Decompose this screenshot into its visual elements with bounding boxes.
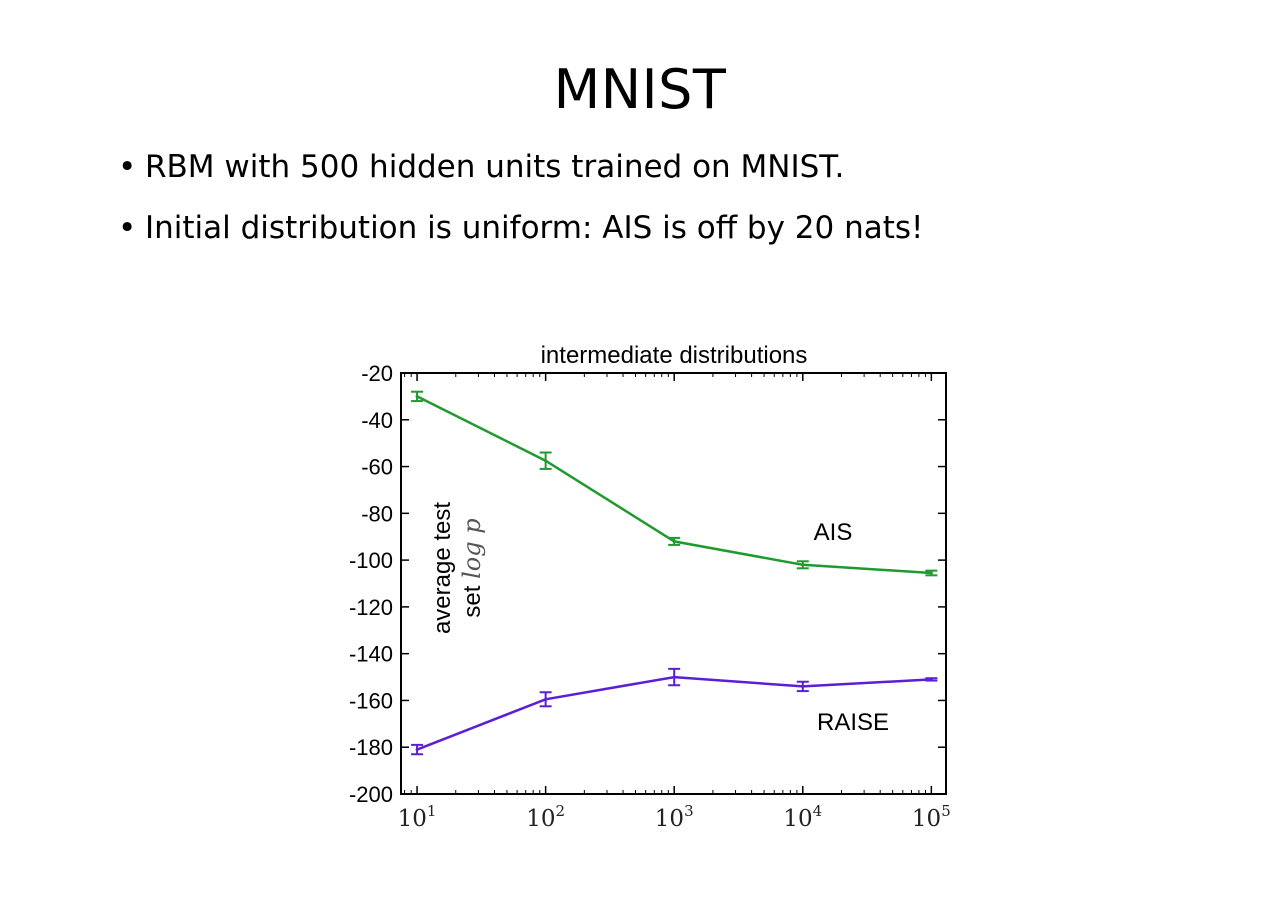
series-label-raise: RAISE	[817, 709, 889, 736]
data-point-raise	[801, 684, 805, 688]
data-point-ais	[929, 571, 933, 575]
bullet-dot-icon: •	[118, 210, 137, 246]
y-axis-label-math: log p	[458, 518, 486, 578]
y-axis-label-set: set	[459, 585, 486, 617]
y-tick-label: -200	[349, 782, 393, 807]
x-tick-label-exponent: 2	[556, 802, 566, 820]
data-point-raise	[415, 748, 419, 752]
data-point-raise	[672, 675, 676, 679]
data-point-ais	[801, 563, 805, 567]
y-axis-label-line2: set log p	[458, 518, 486, 617]
x-tick-label-exponent: 5	[941, 802, 951, 820]
bullet-item: • RBM with 500 hidden units trained on MN…	[118, 145, 923, 206]
data-point-raise	[929, 677, 933, 681]
slide-title: MNIST	[553, 58, 727, 121]
y-axis-label: average test set log p	[429, 502, 486, 634]
x-tick-label-base: 10	[655, 806, 684, 832]
y-tick-label: -180	[349, 735, 393, 760]
x-tick-label-exponent: 1	[427, 802, 437, 820]
series-line-ais	[416, 395, 932, 575]
y-tick-label: -80	[361, 501, 393, 526]
y-axis-label-line1: average test	[429, 502, 456, 634]
data-point-raise	[544, 697, 548, 701]
series-label-ais: AIS	[814, 519, 853, 546]
series-layer	[411, 390, 938, 756]
y-axis: -20 -40 -60 -80 -100 -120 -140 -160 -180 -200	[349, 361, 946, 807]
data-point-ais	[544, 459, 548, 463]
chart-title: intermediate distributions	[541, 342, 808, 369]
bullet-item: • Initial distribution is uniform: AIS is…	[118, 206, 923, 267]
bullet-list: • RBM with 500 hidden units trained on MN…	[118, 145, 923, 267]
x-tick-label: 102	[526, 802, 565, 832]
bullet-dot-icon: •	[118, 149, 137, 185]
bullet-text: Initial distribution is uniform: AIS is …	[145, 210, 924, 246]
y-tick-label: -40	[361, 408, 393, 433]
y-tick-label: -100	[349, 548, 393, 573]
y-tick-label: -140	[349, 642, 393, 667]
x-tick-label: 104	[783, 802, 822, 832]
bullet-text: RBM with 500 hidden units trained on MNI…	[145, 149, 845, 185]
data-point-ais	[415, 394, 419, 398]
x-tick-label: 101	[398, 802, 437, 832]
data-point-ais	[672, 539, 676, 543]
x-tick-label-base: 10	[783, 806, 812, 832]
x-tick-label: 105	[912, 802, 951, 832]
x-tick-label-base: 10	[912, 806, 941, 832]
x-tick-label-exponent: 3	[684, 802, 694, 820]
y-tick-label: -20	[361, 361, 393, 386]
y-tick-label: -120	[349, 595, 393, 620]
x-tick-label-base: 10	[526, 806, 555, 832]
x-tick-label: 103	[655, 802, 694, 832]
y-tick-label: -60	[361, 455, 393, 480]
x-axis: 101 102 103 104 105	[398, 373, 951, 832]
x-tick-label-exponent: 4	[813, 802, 823, 820]
y-tick-label: -160	[349, 688, 393, 713]
x-tick-label-base: 10	[398, 806, 427, 832]
